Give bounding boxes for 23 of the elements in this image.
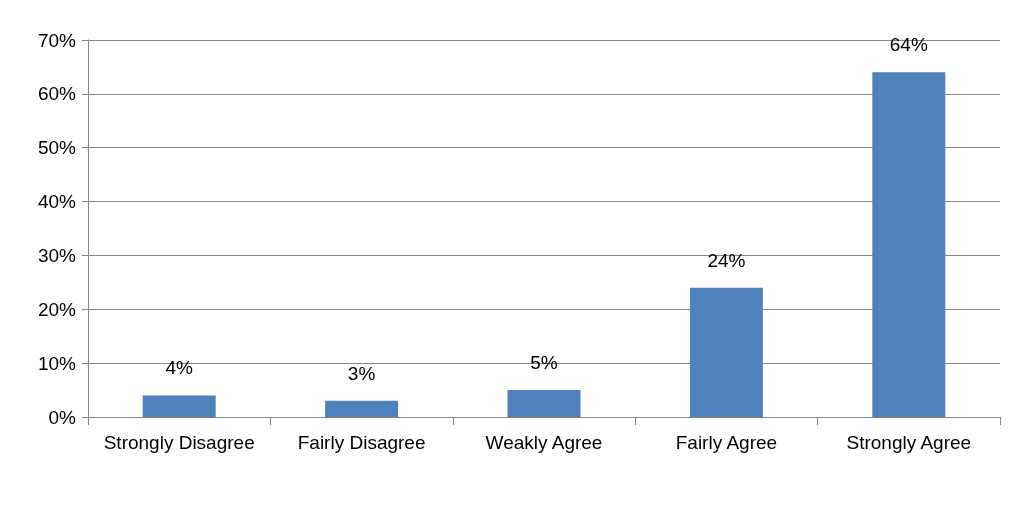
bar (142, 395, 216, 417)
x-tick-label: Weakly Agree (485, 432, 603, 453)
x-tick-label: Strongly Disagree (103, 432, 255, 453)
y-tick-label: 30% (37, 244, 77, 266)
x-tick-label: Strongly Agree (846, 432, 972, 453)
y-tick-label: 70% (37, 29, 77, 51)
y-tick-label: 50% (37, 137, 77, 159)
y-tick-label: 40% (37, 191, 77, 213)
y-tick-label: 0% (48, 406, 77, 428)
bar (507, 390, 581, 417)
data-label: 4% (165, 357, 194, 379)
y-tick-label: 20% (37, 298, 77, 320)
data-label: 24% (707, 249, 746, 271)
y-tick-label: 60% (37, 83, 77, 105)
data-label: 5% (530, 352, 558, 374)
bar (325, 400, 399, 417)
x-tick-label: Fairly Disagree (297, 432, 426, 453)
bar (872, 72, 946, 417)
y-tick-label: 10% (37, 352, 77, 374)
data-label: 64% (889, 34, 928, 56)
data-label: 3% (347, 362, 376, 384)
x-tick-label: Fairly Agree (675, 432, 778, 453)
bar (689, 287, 763, 417)
